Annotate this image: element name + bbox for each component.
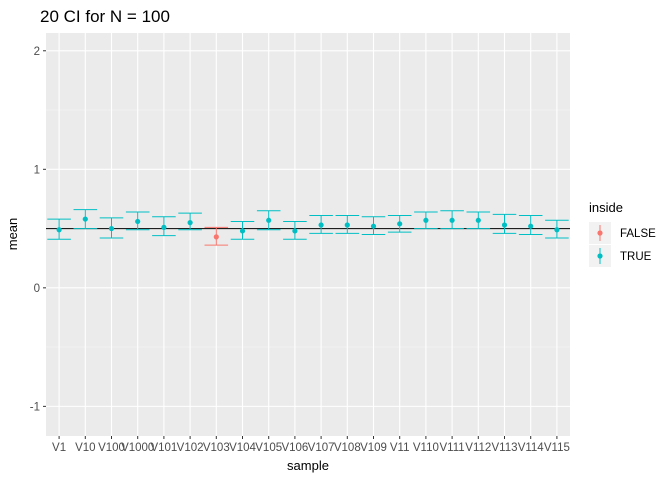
ci-V114 — [518, 215, 543, 235]
ci-V107 — [309, 215, 333, 234]
ci-V1 — [47, 218, 71, 240]
mean-point — [135, 218, 141, 225]
ci-V100 — [99, 217, 124, 239]
mean-point — [397, 221, 403, 227]
y-tick-label: 1 — [34, 164, 40, 176]
x-tick-label: V11 — [390, 442, 410, 454]
mean-point — [344, 222, 350, 228]
x-tick-label: V10 — [75, 442, 95, 454]
mean-point — [318, 222, 324, 228]
mean-point — [423, 217, 429, 223]
x-tick-label: V105 — [255, 442, 282, 454]
mean-point — [82, 216, 88, 222]
x-tick-label: V112 — [465, 442, 491, 454]
mean-point — [449, 217, 455, 223]
mean-point — [56, 227, 62, 233]
ci-V113 — [492, 213, 517, 234]
ci-V11 — [387, 215, 412, 233]
legend-title: inside — [589, 200, 623, 215]
mean-point — [554, 227, 560, 233]
ci-V104 — [230, 220, 255, 240]
x-tick-label: V114 — [518, 442, 545, 454]
mean-point — [292, 228, 298, 234]
legend-item-false: FALSE — [589, 222, 656, 244]
x-tick-label: V113 — [491, 442, 517, 454]
x-tick-label: V107 — [308, 442, 335, 454]
y-tick-label: 0 — [34, 283, 40, 295]
x-tick-label: V111 — [440, 442, 465, 454]
ci-V1000 — [125, 211, 150, 231]
mean-point — [213, 234, 219, 240]
y-axis-ticks: -1 0 1 2 — [30, 46, 46, 413]
ci-V105 — [256, 210, 281, 231]
ci-V109 — [361, 216, 386, 235]
x-tick-label: V110 — [413, 442, 439, 454]
mean-point — [187, 220, 193, 226]
mean-point — [370, 223, 377, 229]
legend-key-point — [597, 230, 603, 236]
x-tick-label: V100 — [98, 442, 125, 454]
x-tick-label: V109 — [360, 442, 387, 454]
x-tick-label: V104 — [229, 442, 256, 454]
plot-panel — [46, 33, 570, 436]
mean-point — [239, 228, 246, 234]
ci-V111 — [440, 210, 464, 230]
mean-point — [528, 223, 534, 229]
x-tick-label: V102 — [177, 442, 204, 454]
y-tick-label: 2 — [34, 46, 40, 58]
mean-point — [475, 217, 481, 223]
ci-V10 — [73, 209, 98, 230]
legend-key-point — [597, 253, 603, 259]
x-axis-label: sample — [287, 458, 329, 473]
legend-label: TRUE — [620, 251, 652, 263]
x-tick-label: V108 — [334, 442, 361, 454]
x-tick-label: V101 — [150, 442, 177, 454]
mean-point — [161, 224, 167, 230]
ci-V106 — [283, 220, 307, 240]
x-tick-label: V1000 — [121, 442, 154, 454]
mean-point — [108, 225, 115, 232]
ci-V102 — [178, 212, 202, 231]
x-tick-label: V115 — [544, 442, 570, 454]
mean-point — [266, 217, 272, 223]
y-axis-label: mean — [5, 218, 20, 251]
legend-items: FALSE TRUE — [589, 222, 656, 267]
ci-V103 — [204, 226, 229, 246]
x-tick-label: V103 — [203, 442, 230, 454]
y-tick-label: -1 — [30, 401, 40, 413]
ci-V101 — [152, 216, 176, 237]
ci-V115 — [545, 219, 569, 239]
ci-marks — [47, 209, 569, 246]
ci-V108 — [335, 215, 360, 234]
legend-label: FALSE — [620, 228, 656, 240]
mean-point — [501, 222, 508, 228]
x-tick-label: V106 — [281, 442, 308, 454]
legend-item-true: TRUE — [589, 245, 652, 267]
ci-V112 — [466, 211, 491, 230]
x-tick-label: V1 — [52, 442, 66, 454]
chart-title: 20 CI for N = 100 — [40, 7, 170, 26]
legend: inside FALSE TRUE — [589, 200, 656, 267]
ci-V110 — [414, 211, 438, 230]
